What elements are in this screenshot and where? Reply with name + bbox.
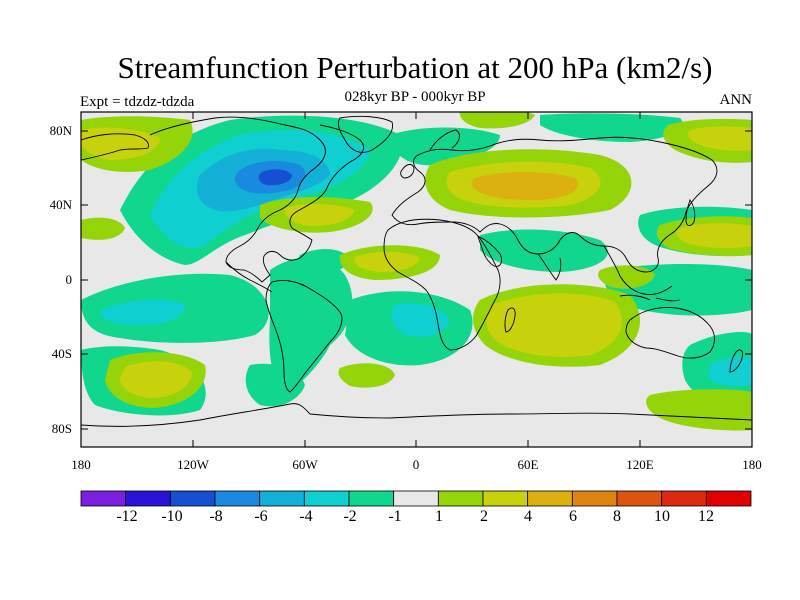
colorbar-label: 1 [435,508,443,525]
colorbar-label: 6 [569,508,577,525]
colorbar-label: 10 [654,508,670,525]
lon-label-180w: 180 [71,457,91,472]
lat-label-80n: 80N [49,123,72,138]
colorbar-label: -6 [254,508,268,525]
lon-label-120w: 120W [177,457,209,472]
colorbar-box [616,490,663,507]
colorbar-box [705,490,752,507]
colorbar-box [527,490,573,507]
coastline-new-zealand [729,349,743,373]
coastline-scandinavia [429,129,460,151]
lon-label-60w: 60W [292,457,318,472]
colorbar-label: -12 [116,508,138,525]
coastline-greenland [337,115,393,153]
contour-neg-east-atlantic [298,248,350,273]
coastline-uk [400,163,415,179]
contour-neg-pacific-sw-inner [99,299,185,325]
lon-ticks [192,112,641,447]
lat-label-0: 0 [65,272,73,287]
coastline-indonesia [619,294,681,302]
colorbar-label: -8 [209,508,223,525]
coastline-alaska [81,133,149,161]
lon-label-60e: 60E [517,457,539,472]
colorbar-box [348,490,395,507]
contour-pos-west-africa [81,217,125,240]
colorbar-box [571,490,618,507]
coastline-africa [383,218,501,351]
coastline-europe [391,136,718,273]
contour-pos-north-atlantic-inner [284,204,355,226]
colorbar [80,490,752,507]
contour-pos-indian-south-inner [486,293,622,357]
colorbar-label: -4 [299,508,313,525]
contour-neg-south-america [269,257,353,395]
coastline-japan [685,198,696,227]
colorbar-box [661,490,707,507]
contour-pos-siberia-core [471,172,579,201]
coastline-india [537,253,562,281]
colorbar-label: -10 [161,508,183,525]
coastline-se-asia [603,245,673,295]
lat-label-40s: 40S [51,346,72,361]
colorbar-box [214,490,261,507]
lat-label-40n: 40N [49,197,72,212]
colorbar-box [303,490,350,507]
coastline-australia [625,307,715,359]
contour-neg-s-pacific-mid [245,363,305,407]
colorbar-label: 2 [480,508,488,525]
contour-field [81,112,752,431]
lon-label-0: 0 [412,457,420,472]
contour-pos-east-asia-inner [676,223,752,249]
colorbar-label: 12 [698,508,714,525]
colorbar-label: -1 [388,508,402,525]
coastlines [81,115,752,427]
contour-neg-arctic-europe [540,113,683,142]
map-title: Streamfunction Perturbation at 200 hPa (… [117,50,713,85]
contour-pos-sw-pacific-inner [120,361,192,398]
contour-neg-na-min2 [258,169,292,186]
coastline-madagascar [504,307,516,333]
contour-pos-s-atlantic [338,363,395,388]
season-label: ANN [719,92,753,108]
experiment-label: Expt = tdzdz-tdzda [80,94,195,110]
coastline-south-america [265,279,343,393]
colorbar-label: -2 [343,508,357,525]
lon-label-120e: 120E [626,457,654,472]
contour-pos-ne-corner-inner [688,126,752,151]
contour-pos-west-inner [81,127,160,160]
lat-label-80s: 80S [51,421,72,436]
contour-neg-indian [480,229,608,272]
coastline-central-america [225,261,273,293]
colorbar-box [80,490,127,507]
map-subtitle: 028kyr BP - 000kyr BP [344,89,486,105]
colorbar-label: 8 [613,508,621,525]
colorbar-box [169,490,216,507]
contour-pos-se-corner [646,389,752,431]
coastline-antarctica [81,403,752,427]
colorbar-box [393,490,439,507]
coastline-north-america [149,116,364,283]
lon-label-180e: 180 [742,457,762,472]
colorbar-box [482,490,529,507]
colorbar-box [437,490,484,507]
contour-pos-africa-inner [354,251,420,272]
colorbar-box [125,490,171,507]
coastline-arabia [477,235,503,267]
colorbar-label: 4 [524,508,532,525]
lat-ticks [81,130,752,430]
colorbar-box [259,490,305,507]
contour-pos-east-europe [459,112,535,129]
